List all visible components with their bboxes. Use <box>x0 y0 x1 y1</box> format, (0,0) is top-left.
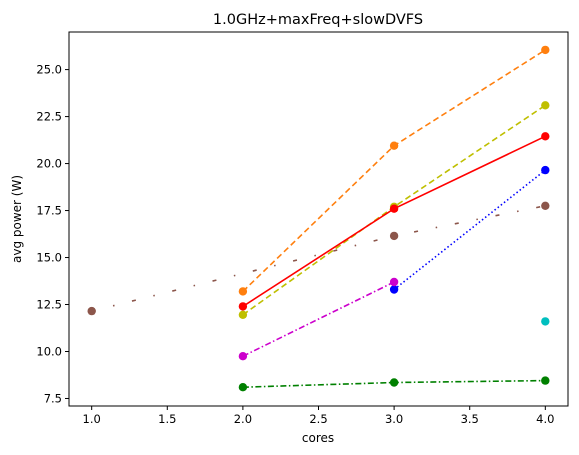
x-axis-ticks: 1.0 1.5 2.0 2.5 3.0 3.5 4.0 <box>83 406 554 426</box>
y-tick-label: 22.5 <box>36 110 62 124</box>
y-tick-label: 10.0 <box>36 344 62 358</box>
data-point <box>238 287 248 296</box>
data-point <box>238 383 248 392</box>
data-point <box>389 285 399 294</box>
data-point <box>389 231 399 241</box>
chart-title: 1.0GHz+maxFreq+slowDVFS <box>213 12 423 28</box>
series-line <box>242 49 546 292</box>
x-tick-label: 4.0 <box>536 412 554 426</box>
data-point <box>541 201 550 210</box>
x-tick-label: 1.0 <box>83 412 101 426</box>
data-point <box>541 317 550 326</box>
x-tick-label: 3.0 <box>385 412 403 426</box>
x-axis-label: cores <box>302 431 334 445</box>
data-point <box>87 306 96 316</box>
series-3 <box>389 165 550 294</box>
y-tick-label: 15.0 <box>36 251 62 265</box>
plot-area <box>87 45 550 392</box>
series-2 <box>238 132 550 311</box>
data-point <box>389 204 399 213</box>
y-tick-label: 20.0 <box>36 157 62 171</box>
data-point <box>389 378 399 387</box>
y-tick-label: 17.5 <box>36 204 62 218</box>
y-tick-label: 7.5 <box>44 391 62 405</box>
series-line <box>242 281 395 357</box>
x-tick-label: 1.5 <box>158 412 176 426</box>
y-tick-label: 12.5 <box>36 298 62 312</box>
y-axis-ticks: 7.5 10.0 12.5 15.0 17.5 20.0 22.5 25.0 <box>36 63 69 405</box>
series-line <box>393 169 546 291</box>
x-tick-label: 3.5 <box>461 412 479 426</box>
series-4 <box>87 201 550 316</box>
series-7 <box>238 376 550 392</box>
data-point <box>541 45 550 55</box>
data-point <box>238 302 248 311</box>
x-tick-label: 2.0 <box>234 412 252 426</box>
data-point <box>541 101 550 110</box>
data-point <box>389 277 399 287</box>
data-point <box>541 165 550 175</box>
series-6 <box>541 317 550 326</box>
series-0 <box>238 45 550 296</box>
series-5 <box>238 277 399 361</box>
data-point <box>238 310 248 319</box>
data-point <box>238 352 248 361</box>
y-axis-label: avg power (W) <box>10 175 24 263</box>
x-tick-label: 2.5 <box>309 412 327 426</box>
data-point <box>541 132 550 141</box>
data-point <box>541 376 550 385</box>
data-point <box>389 141 399 150</box>
y-tick-label: 25.0 <box>36 63 62 77</box>
